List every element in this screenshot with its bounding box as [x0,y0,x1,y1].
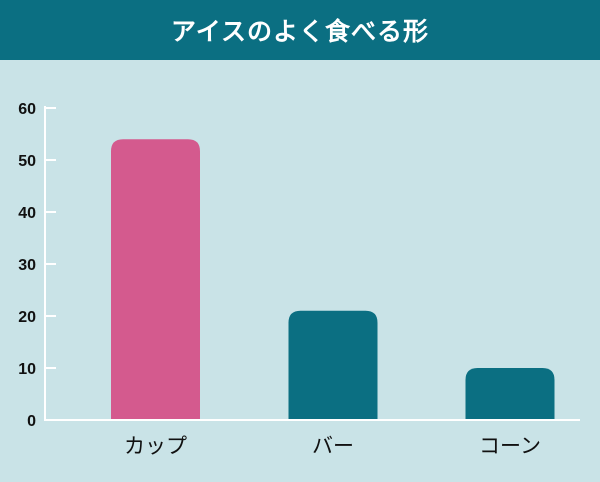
bar-2 [288,310,378,419]
y-tick-label: 20 [18,309,36,326]
y-tick-label: 50 [18,153,36,170]
bar-3 [465,368,555,419]
x-category-label: コーン [479,434,541,458]
x-category-label: バー [312,434,354,458]
y-tick-label: 60 [18,101,36,118]
y-tick-label: 10 [18,361,36,378]
x-category-label: カップ [124,434,187,458]
bar-1 [111,139,200,419]
y-tick-label: 0 [27,413,36,430]
y-tick-label: 30 [18,257,36,274]
y-tick-label: 40 [18,205,36,222]
chart-title: アイスのよく食べる形 [0,0,600,60]
